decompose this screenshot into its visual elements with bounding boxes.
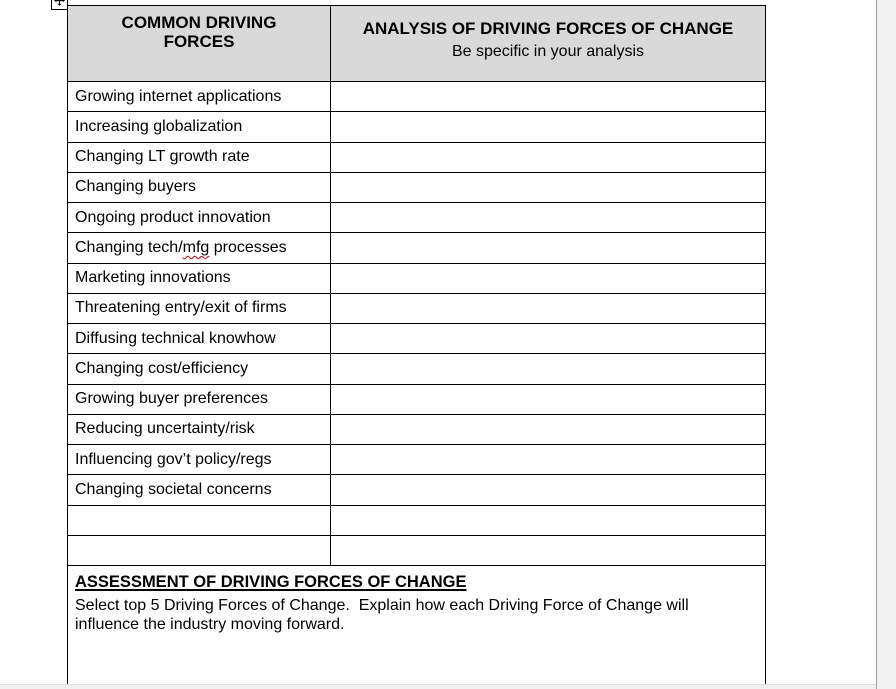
analysis-input-cell[interactable]: [330, 80, 766, 113]
vertical-scrollbar-track[interactable]: [876, 0, 896, 689]
table-row: Threatening entry/exit of firms: [67, 292, 766, 325]
assessment-row: ASSESSMENT OF DRIVING FORCES OF CHANGE S…: [67, 565, 766, 689]
assessment-heading: ASSESSMENT OF DRIVING FORCES OF CHANGE: [75, 573, 467, 591]
analysis-input-cell[interactable]: [330, 413, 766, 446]
driving-force-label-cell[interactable]: Changing tech/mfg processes: [67, 232, 331, 264]
driving-force-label-cell[interactable]: Increasing globalization: [67, 111, 331, 143]
analysis-input-cell[interactable]: [330, 292, 766, 325]
table-row: Changing cost/efficiency: [67, 353, 766, 385]
table-row: Marketing innovations: [67, 262, 766, 294]
common-driving-forces-header-cell[interactable]: COMMON DRIVING FORCES: [67, 5, 331, 82]
table-row: [67, 534, 766, 567]
table-row: Changing buyers: [67, 171, 766, 204]
table-row: Changing societal concerns: [67, 474, 766, 506]
analysis-header-subtitle: Be specific in your analysis: [451, 43, 645, 60]
driving-force-label-cell[interactable]: Threatening entry/exit of firms: [67, 292, 331, 325]
driving-force-label-cell[interactable]: [67, 534, 331, 567]
driving-force-label-cell[interactable]: Changing LT growth rate: [67, 141, 331, 173]
table-move-handle[interactable]: [51, 0, 68, 10]
table-header-row: COMMON DRIVING FORCES ANALYSIS OF DRIVIN…: [67, 5, 766, 82]
analysis-input-cell[interactable]: [330, 504, 766, 536]
analysis-input-cell[interactable]: [330, 171, 766, 204]
analysis-input-cell[interactable]: [330, 443, 766, 476]
driving-force-label-cell[interactable]: Marketing innovations: [67, 262, 331, 294]
analysis-input-cell[interactable]: [330, 474, 766, 506]
assessment-instructions: Select top 5 Driving Forces of Change. E…: [75, 597, 757, 634]
horizontal-scrollbar-track[interactable]: [0, 684, 876, 689]
driving-force-label-cell[interactable]: Diffusing technical knowhow: [67, 322, 331, 355]
driving-force-label-cell[interactable]: Changing cost/efficiency: [67, 353, 331, 385]
assessment-instructions-line1: Select top 5 Driving Forces of Change. E…: [75, 597, 689, 614]
driving-force-label-cell[interactable]: Reducing uncertainty/risk: [67, 413, 331, 446]
analysis-input-cell[interactable]: [330, 141, 766, 173]
table-row: Increasing globalization: [67, 111, 766, 143]
driving-force-label-cell[interactable]: Growing buyer preferences: [67, 383, 331, 415]
analysis-input-cell[interactable]: [330, 383, 766, 415]
table-row: Ongoing product innovation: [67, 201, 766, 234]
assessment-instructions-line2: influence the industry moving forward.: [75, 615, 345, 633]
analysis-input-cell[interactable]: [330, 111, 766, 143]
table-row: Diffusing technical knowhow: [67, 322, 766, 355]
analysis-input-cell[interactable]: [330, 322, 766, 355]
driving-force-label-cell[interactable]: Changing societal concerns: [67, 474, 331, 506]
table-row: Changing LT growth rate: [67, 141, 766, 173]
table-row: Reducing uncertainty/risk: [67, 413, 766, 446]
driving-force-label-cell[interactable]: Ongoing product innovation: [67, 201, 331, 234]
analysis-input-cell[interactable]: [330, 534, 766, 567]
driving-force-label-cell[interactable]: Influencing gov’t policy/regs: [67, 443, 331, 476]
analysis-header-title: ANALYSIS OF DRIVING FORCES OF CHANGE: [362, 19, 734, 38]
table-row: Influencing gov’t policy/regs: [67, 443, 766, 476]
analysis-input-cell[interactable]: [330, 232, 766, 264]
driving-force-label-cell[interactable]: [67, 504, 331, 536]
move-cross-icon: [54, 0, 65, 11]
driving-forces-table: COMMON DRIVING FORCES ANALYSIS OF DRIVIN…: [67, 5, 766, 689]
common-driving-forces-title: COMMON DRIVING FORCES: [121, 13, 277, 51]
driving-force-label-cell[interactable]: Changing buyers: [67, 171, 331, 204]
table-row: Growing buyer preferences: [67, 383, 766, 415]
table-row: [67, 504, 766, 536]
analysis-input-cell[interactable]: [330, 262, 766, 294]
misspelled-word: mfg: [182, 238, 210, 256]
table-row: Changing tech/mfg processes: [67, 232, 766, 264]
analysis-input-cell[interactable]: [330, 353, 766, 385]
analysis-header-cell[interactable]: ANALYSIS OF DRIVING FORCES OF CHANGE Be …: [330, 5, 766, 82]
assessment-cell[interactable]: ASSESSMENT OF DRIVING FORCES OF CHANGE S…: [67, 565, 766, 689]
table-row: Growing internet applications: [67, 80, 766, 113]
analysis-input-cell[interactable]: [330, 201, 766, 234]
driving-force-label-cell[interactable]: Growing internet applications: [67, 80, 331, 113]
